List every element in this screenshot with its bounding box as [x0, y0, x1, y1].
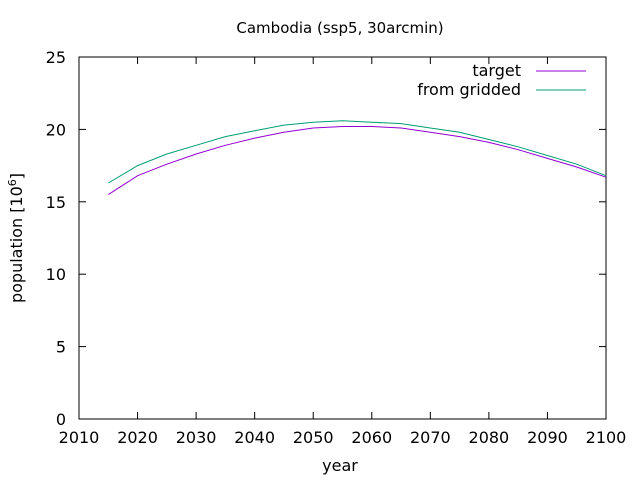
x-tick-label: 2090 — [527, 428, 568, 447]
legend-label-from-gridded: from gridded — [417, 80, 521, 99]
x-tick-label: 2020 — [117, 428, 158, 447]
x-tick-label: 2080 — [469, 428, 510, 447]
series-line-target — [108, 126, 607, 196]
x-tick-label: 2040 — [234, 428, 275, 447]
y-axis-label: population [106] — [6, 173, 27, 303]
legend: target from gridded — [417, 61, 586, 99]
y-axis-label-exponent: 6 — [6, 179, 19, 186]
y-axis-label-base: population [10 — [7, 186, 26, 303]
y-tick-label: 20 — [46, 120, 66, 139]
y-tick-label: 10 — [46, 265, 66, 284]
x-tick-label: 2070 — [410, 428, 451, 447]
x-axis-label: year — [322, 456, 358, 475]
x-tick-label: 2060 — [351, 428, 392, 447]
x-tick-label: 2100 — [586, 428, 627, 447]
x-tick-label: 2030 — [176, 428, 217, 447]
y-tick-label: 25 — [46, 48, 66, 67]
series-lines — [108, 120, 607, 196]
chart-title: Cambodia (ssp5, 30arcmin) — [236, 19, 443, 37]
x-tick-label: 2010 — [59, 428, 100, 447]
y-axis-label-close: ] — [7, 173, 26, 179]
legend-label-target: target — [472, 61, 521, 80]
axes: 2010 2020 2030 2040 2050 2060 2070 2080 2090 2100… — [46, 48, 627, 447]
y-tick-label: 15 — [46, 193, 66, 212]
y-tick-label: 0 — [56, 410, 66, 429]
x-tick-label: 2050 — [293, 428, 334, 447]
y-tick-label: 5 — [56, 338, 66, 357]
series-line-from-gridded — [108, 120, 607, 184]
plot-frame — [78, 56, 607, 420]
